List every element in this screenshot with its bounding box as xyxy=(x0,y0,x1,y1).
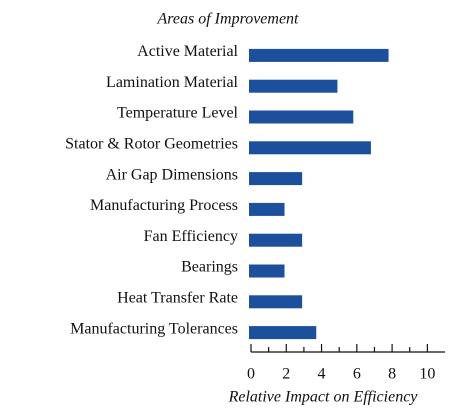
x-tick-label: 2 xyxy=(282,366,290,383)
bar xyxy=(249,295,303,309)
bar xyxy=(249,326,317,340)
y-tick-label: Manufacturing Process xyxy=(90,197,238,214)
x-tick-label: 0 xyxy=(247,366,255,383)
y-tick-label: Air Gap Dimensions xyxy=(106,166,238,183)
bar xyxy=(249,141,371,155)
bar xyxy=(249,233,303,247)
y-tick-label: Manufacturing Tolerances xyxy=(70,320,238,337)
bar xyxy=(249,48,389,62)
chart-title: Areas of Improvement xyxy=(157,11,300,28)
y-tick-label: Temperature Level xyxy=(117,105,239,122)
y-tick-label: Stator & Rotor Geometries xyxy=(65,135,238,152)
x-tick-label: 6 xyxy=(353,366,361,383)
bar xyxy=(249,110,354,124)
x-tick-label: 8 xyxy=(388,366,396,383)
y-tick-label: Bearings xyxy=(181,259,238,276)
bar xyxy=(249,172,303,186)
bar xyxy=(249,202,285,216)
bar xyxy=(249,79,338,93)
bar xyxy=(249,264,285,278)
y-tick-label: Fan Efficiency xyxy=(144,228,238,245)
x-tick-label: 4 xyxy=(318,366,326,383)
x-tick-label: 10 xyxy=(419,366,435,383)
x-axis-label: Relative Impact on Efficiency xyxy=(228,389,419,406)
y-tick-label: Active Material xyxy=(137,43,238,60)
y-tick-label: Heat Transfer Rate xyxy=(117,289,238,306)
y-tick-label: Lamination Material xyxy=(106,74,239,91)
